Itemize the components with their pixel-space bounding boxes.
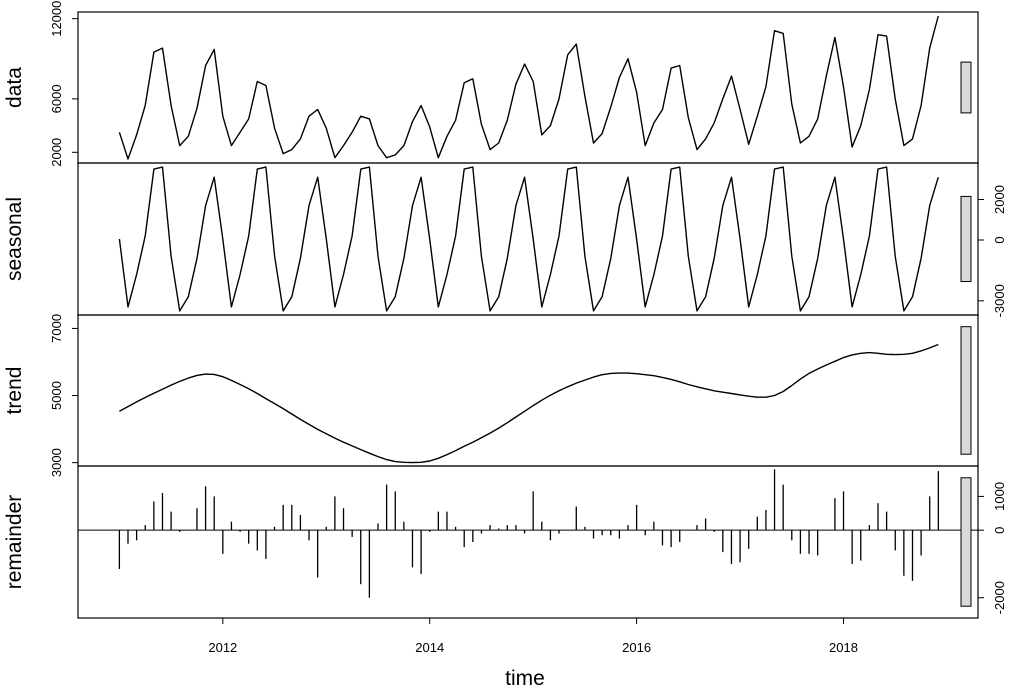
seasonal-range-bar [960,195,972,282]
trend-axis-label: trend [3,367,26,415]
remainder-y-tick-label: -2000 [992,581,1007,614]
panel-frame-remainder [77,465,979,619]
remainder-axis-label: remainder [3,495,26,590]
x-tick-label: 2014 [415,640,444,655]
panel-data: 2000 6000 12000 data [3,1,979,167]
panel-trend: 3000 5000 7000 trend [3,314,979,477]
x-tick-label: 2018 [829,640,858,655]
panel-frame-trend [77,314,979,467]
seasonal-series-line [118,166,939,312]
data-range-bar [960,61,972,114]
seasonal-y-tick-label: 0 [992,236,1007,243]
x-tick-label: 2012 [208,640,237,655]
trend-y-tick-label: 7000 [49,314,64,343]
data-series-line [118,15,939,160]
x-axis: 2012 2014 2016 2018 [208,618,858,655]
seasonal-axis-label: seasonal [3,197,26,281]
data-axis-label: data [3,67,26,108]
data-y-tick-label: 6000 [49,84,64,113]
seasonal-y-tick-label: 2000 [992,185,1007,214]
remainder-y-tick-label: 0 [992,527,1007,534]
trend-y-tick-label: 3000 [49,448,64,477]
panel-remainder: -2000 0 1000 remainder [3,465,1007,619]
panels-layer: 2000 6000 12000 data -3000 0 2000 seasonal 3000 5… [3,1,1007,619]
trend-range-bar [960,326,972,455]
x-tick-label: 2016 [622,640,651,655]
trend-y-tick-label: 5000 [49,381,64,410]
x-axis-title: time [505,667,545,690]
trend-series-line [119,343,939,464]
remainder-range-bar [960,477,972,607]
data-y-tick-label: 2000 [49,138,64,167]
data-y-tick-label: 12000 [49,1,64,37]
seasonal-y-tick-label: -3000 [992,284,1007,317]
remainder-y-tick-label: 1000 [992,482,1007,511]
panel-seasonal: -3000 0 2000 seasonal [3,162,1007,317]
